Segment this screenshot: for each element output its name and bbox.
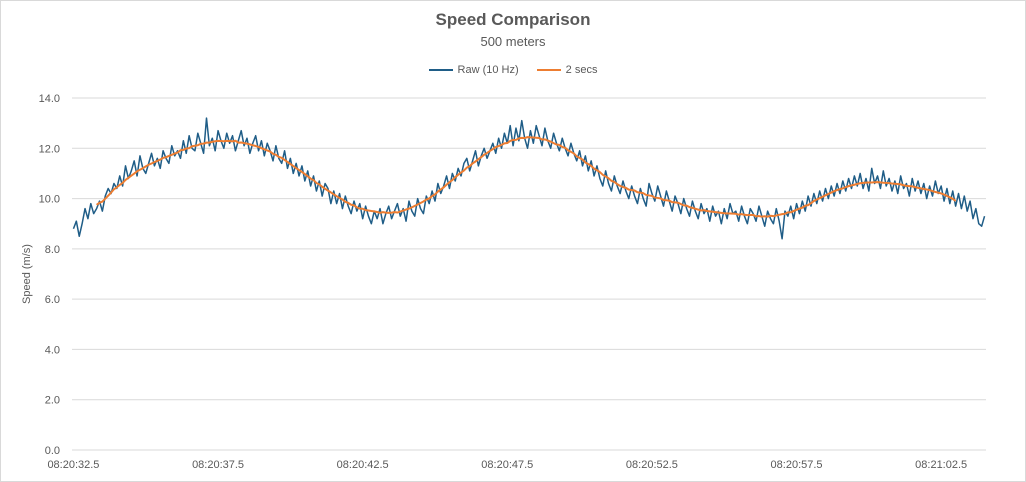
legend-item-smoothed: 2 secs [536,64,598,76]
legend-label-raw: Raw (10 Hz) [457,64,519,76]
x-tick-label: 08:21:02.5 [915,459,967,471]
y-tick-label: 4.0 [45,344,60,356]
y-tick-label: 14.0 [39,93,60,105]
y-tick-label: 10.0 [39,194,60,206]
legend-label-smoothed: 2 secs [565,64,598,76]
y-tick-label: 0.0 [45,445,60,457]
x-tick-label: 08:20:42.5 [337,459,389,471]
x-tick-labels: 08:20:32.5 08:20:37.5 08:20:42.5 08:20:47.5… [47,459,967,471]
x-tick-label: 08:20:47.5 [481,459,533,471]
series-line-smoothed [96,136,957,218]
chart-subtitle: 500 meters [480,34,546,49]
gridlines [72,97,986,451]
series-lines [72,117,986,240]
x-tick-label: 08:20:52.5 [626,459,678,471]
y-tick-label: 12.0 [39,143,60,155]
y-tick-labels: 0.0 2.0 4.0 6.0 8.0 10.0 12.0 14.0 [39,93,60,457]
legend-swatch-raw [428,69,453,71]
legend: Raw (10 Hz) 2 secs [0,64,1026,76]
x-tick-label: 08:20:37.5 [192,459,244,471]
x-tick-label: 08:20:32.5 [47,459,99,471]
chart-title: Speed Comparison [435,10,591,29]
y-tick-label: 2.0 [45,395,60,407]
y-tick-label: 8.0 [45,244,60,256]
y-axis-title: Speed (m/s) [21,244,33,304]
x-tick-label: 08:20:57.5 [771,459,823,471]
series-line-raw [72,117,986,240]
legend-swatch-smoothed [536,69,561,71]
legend-item-raw: Raw (10 Hz) [428,64,519,76]
y-tick-label: 6.0 [45,294,60,306]
